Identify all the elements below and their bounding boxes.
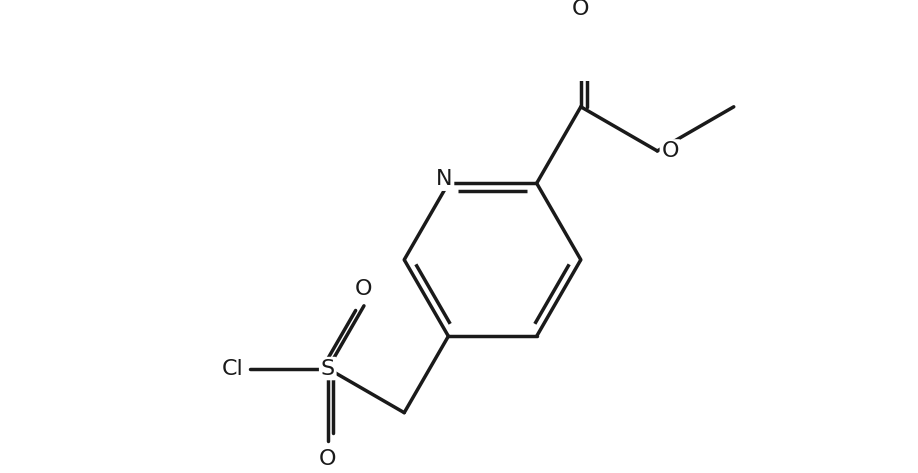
Text: O: O <box>319 449 337 469</box>
Text: O: O <box>355 279 373 299</box>
Text: O: O <box>572 0 589 19</box>
Text: N: N <box>436 169 453 189</box>
Text: Cl: Cl <box>222 359 243 378</box>
Text: O: O <box>661 141 679 161</box>
Text: S: S <box>320 359 335 378</box>
